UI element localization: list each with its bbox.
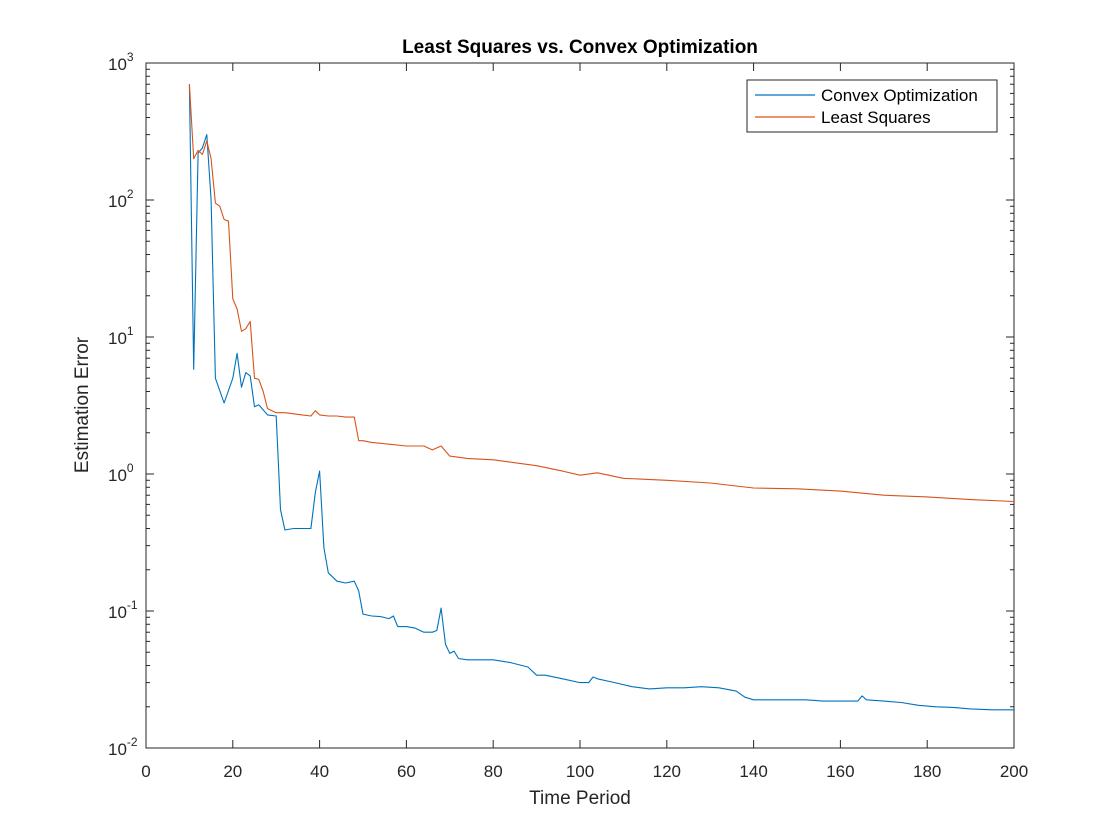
x-axis-ticks: 0 20 40 60 80 100 120 140 160 180 200 [141,63,1028,781]
x-tick-label: 80 [484,762,503,781]
series-line-convex-optimization [188,84,1014,711]
legend-label-convex-optimization: Convex Optimization [821,86,978,105]
x-tick-label: 120 [653,762,681,781]
x-tick-label: 60 [397,762,416,781]
x-tick-label: 140 [739,762,767,781]
legend-label-least-squares: Least Squares [821,108,931,127]
y-tick-label: 100 [108,461,134,485]
x-axis-label: Time Period [529,788,631,809]
x-tick-label: 20 [223,762,242,781]
plot-area [145,62,1015,749]
y-axis-ticks: 10-2 10-1 100 101 102 103 [108,50,1014,759]
y-axis-label: Estimation Error [72,336,93,473]
y-tick-label: 102 [108,187,134,211]
chart-title: Least Squares vs. Convex Optimization [402,37,758,58]
y-tick-label: 101 [108,324,134,348]
x-tick-label: 180 [913,762,941,781]
y-tick-label: 10-1 [108,598,138,622]
legend: Convex Optimization Least Squares [746,79,998,133]
x-tick-label: 0 [141,762,150,781]
y-tick-label: 10-2 [108,735,138,759]
x-tick-label: 200 [1000,762,1028,781]
y-tick-label: 103 [108,50,134,74]
legend-box [746,79,998,133]
series-line-least-squares [188,84,1015,503]
series-layer [188,84,1015,711]
x-tick-label: 100 [566,762,594,781]
x-tick-label: 40 [310,762,329,781]
x-tick-label: 160 [826,762,854,781]
